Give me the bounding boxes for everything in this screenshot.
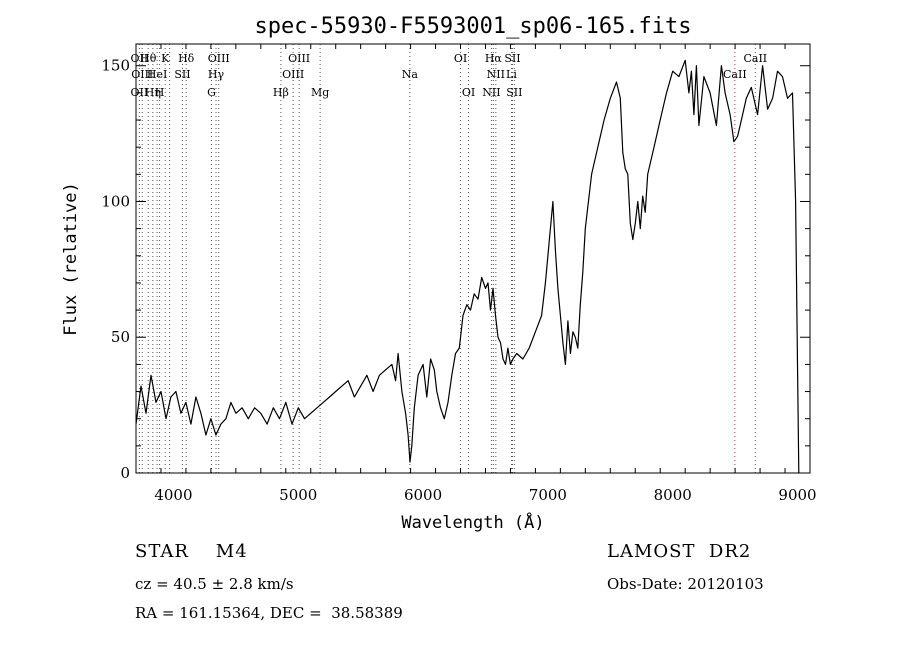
y-tick-label: 0 bbox=[120, 464, 130, 482]
x-tick-label: 5000 bbox=[279, 486, 317, 504]
line-marker-label: G bbox=[207, 86, 216, 99]
object-class: STAR M4 bbox=[135, 541, 248, 562]
line-marker-label: NII bbox=[482, 86, 500, 99]
x-tick-label: 4000 bbox=[154, 486, 192, 504]
plot-frame bbox=[135, 43, 811, 474]
line-marker-label: Hη bbox=[145, 86, 161, 99]
line-marker-labels: OIIOIIOIIIHθHηHeIHKSIIHδGHγOIIIHβOIIIOII… bbox=[131, 52, 768, 99]
redshift-text: cz = 40.5 ± 2.8 km/s bbox=[135, 575, 294, 593]
x-tick-label: 6000 bbox=[404, 486, 442, 504]
obs-date: Obs-Date: 20120103 bbox=[607, 575, 764, 593]
x-tick-label: 8000 bbox=[654, 486, 692, 504]
line-marker-label: Na bbox=[402, 68, 419, 81]
line-marker-label: SII bbox=[174, 68, 190, 81]
axis-ticks bbox=[135, 44, 811, 474]
line-marker-label: OI bbox=[454, 52, 467, 65]
line-marker-label: NII bbox=[487, 68, 505, 81]
y-tick-label: 100 bbox=[101, 192, 130, 210]
x-tick-label: 7000 bbox=[529, 486, 567, 504]
line-marker-label: K bbox=[161, 52, 170, 65]
line-marker-label: OIII bbox=[282, 68, 304, 81]
line-marker-label: Li bbox=[506, 68, 517, 81]
line-marker-label: Hθ bbox=[140, 52, 157, 65]
x-tick-label: 9000 bbox=[778, 486, 816, 504]
line-marker-label: Hδ bbox=[178, 52, 195, 65]
line-marker-label: CaII bbox=[723, 68, 747, 81]
line-marker-label: OII bbox=[131, 52, 149, 65]
line-marker-label: SII bbox=[506, 86, 522, 99]
spectrum-line bbox=[135, 59, 800, 474]
tick-labels: 4000 5000 6000 7000 8000 9000 0 50 100 150 bbox=[101, 57, 816, 504]
line-marker-label: OI bbox=[462, 86, 475, 99]
line-marker-label: HeI bbox=[147, 68, 167, 81]
line-marker-label: H bbox=[155, 86, 165, 99]
line-marker-label: OIII bbox=[208, 52, 230, 65]
line-marker-label: Hγ bbox=[208, 68, 225, 81]
line-marker-label: CaII bbox=[743, 52, 767, 65]
survey-name: LAMOST DR2 bbox=[607, 541, 752, 562]
line-marker-label: Hα bbox=[485, 52, 503, 65]
line-marker-label: OIII bbox=[288, 52, 310, 65]
line-marker-label: SII bbox=[504, 52, 520, 65]
y-tick-label: 150 bbox=[101, 57, 130, 75]
line-marker-label: Mg bbox=[311, 86, 329, 99]
y-axis-label: Flux (relative) bbox=[61, 182, 81, 336]
chart-title: spec-55930-F5593001_sp06-165.fits bbox=[254, 14, 691, 39]
line-marker-label: OIII bbox=[131, 68, 153, 81]
line-marker-label: Hβ bbox=[273, 86, 289, 99]
x-axis-label: Wavelength (Å) bbox=[401, 511, 544, 533]
coordinates: RA = 161.15364, DEC = 38.58389 bbox=[135, 604, 403, 622]
y-tick-label: 50 bbox=[111, 328, 130, 346]
